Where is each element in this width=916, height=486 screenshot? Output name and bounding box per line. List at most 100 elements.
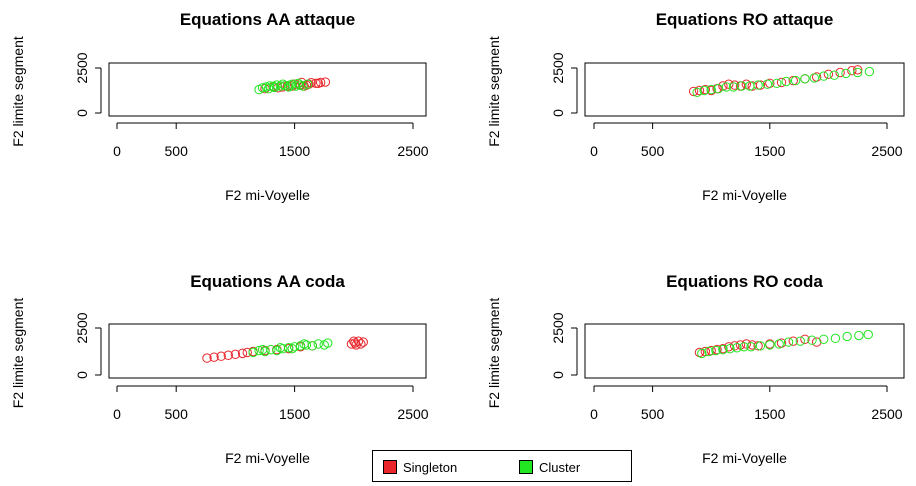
- legend-swatch-singleton: [383, 460, 397, 474]
- legend-swatch-cluster: [519, 460, 533, 474]
- point-3-1-14: [819, 334, 829, 344]
- point-3-1-16: [842, 331, 852, 342]
- point-1-1-14: [809, 73, 820, 83]
- point-3-0-13: [788, 336, 798, 346]
- point-2-1-0: [248, 347, 258, 358]
- plot-box-0: [108, 62, 427, 117]
- point-3-1-2: [711, 345, 721, 356]
- x-tick-label-3-3: 2500: [871, 406, 902, 422]
- point-1-0-13: [776, 77, 787, 88]
- panel-title-3: Equations RO coda: [666, 272, 823, 291]
- point-3-0-8: [741, 339, 752, 349]
- x-tick-label-0-1: 500: [165, 143, 189, 159]
- point-1-1-9: [762, 79, 773, 89]
- point-1-1-2: [706, 84, 716, 95]
- point-1-0-11: [755, 80, 766, 90]
- x-tick-label-1-2: 1500: [754, 143, 785, 159]
- point-1-1-4: [721, 82, 732, 92]
- y-tick-label-0-0: 0: [74, 109, 90, 117]
- x-tick-label-0-3: 2500: [397, 143, 428, 159]
- point-1-1-12: [790, 75, 801, 86]
- point-1-0-17: [823, 69, 834, 80]
- x-tick-label-3-0: 0: [590, 406, 598, 422]
- plot-box-1: [584, 62, 905, 117]
- point-2-0-3: [223, 350, 233, 360]
- point-2-1-14: [257, 344, 268, 355]
- point-1-0-14: [788, 75, 798, 86]
- point-1-0-19: [847, 66, 857, 76]
- point-1-0-18: [835, 67, 845, 78]
- point-2-0-5: [237, 348, 248, 359]
- x-tick-label-3-2: 1500: [754, 406, 785, 422]
- point-3-1-11: [783, 337, 794, 347]
- point-0-1-16: [278, 79, 288, 89]
- point-2-1-17: [299, 339, 309, 349]
- point-2-0-2: [216, 351, 226, 361]
- point-2-0-4: [230, 349, 241, 360]
- y-tick-label-2-0: 0: [74, 371, 90, 379]
- point-1-0-5: [718, 81, 728, 91]
- point-0-0-8: [320, 77, 331, 87]
- point-0-1-13: [302, 79, 313, 89]
- point-2-1-7: [289, 342, 300, 352]
- point-2-1-2: [260, 346, 270, 357]
- x-tick-label-2-2: 1500: [279, 406, 310, 422]
- y-tick-label-3-1: 2500: [550, 312, 566, 343]
- point-1-1-8: [753, 80, 763, 90]
- panel-title-1: Equations RO attaque: [656, 10, 834, 29]
- point-3-1-8: [755, 341, 766, 351]
- x-axis-label-2: F2 mi-Voyelle: [225, 450, 310, 466]
- point-3-1-6: [739, 342, 749, 352]
- legend-item-cluster: Cluster: [519, 458, 580, 476]
- x-tick-label-1-1: 500: [641, 143, 665, 159]
- x-tick-label-3-1: 500: [641, 406, 665, 422]
- point-1-1-18: [853, 67, 863, 78]
- point-0-0-13: [313, 78, 323, 89]
- point-2-1-3: [266, 344, 276, 355]
- point-2-1-15: [275, 343, 286, 353]
- y-tick-label-1-1: 2500: [550, 52, 566, 83]
- panel-title-2: Equations AA coda: [190, 272, 345, 291]
- point-2-0-6: [242, 347, 252, 358]
- x-tick-label-0-0: 0: [113, 143, 121, 159]
- x-tick-label-2-0: 0: [113, 406, 121, 422]
- y-tick-label-2-1: 2500: [74, 312, 90, 343]
- point-0-1-1: [257, 83, 268, 93]
- point-0-1-12: [298, 81, 308, 91]
- point-1-0-2: [700, 84, 711, 95]
- legend-label-cluster: Cluster: [539, 459, 581, 475]
- point-1-1-0: [692, 87, 702, 98]
- point-1-1-1: [699, 85, 709, 96]
- y-axis-label-3: F2 limite segment: [486, 298, 502, 409]
- point-3-1-13: [807, 335, 817, 345]
- point-0-1-10: [291, 81, 301, 91]
- y-tick-label-1-0: 0: [550, 109, 566, 117]
- point-3-1-1: [704, 346, 714, 357]
- point-0-1-14: [263, 84, 274, 94]
- y-tick-label-3-0: 0: [550, 371, 566, 379]
- point-1-0-0: [688, 86, 699, 97]
- point-2-0-1: [209, 352, 219, 362]
- y-axis-label-0: F2 limite segment: [10, 36, 26, 147]
- plot-box-3: [584, 323, 905, 379]
- point-3-1-3: [718, 344, 728, 355]
- point-1-0-20: [853, 65, 863, 75]
- point-0-1-15: [269, 82, 280, 93]
- panel-title-0: Equations AA attaque: [180, 10, 355, 29]
- point-2-0-0: [202, 353, 212, 363]
- point-3-1-17: [854, 330, 864, 341]
- x-axis-label-0: F2 mi-Voyelle: [225, 187, 310, 203]
- point-2-0-19: [349, 336, 359, 346]
- point-3-0-14: [800, 334, 810, 344]
- point-1-1-13: [800, 74, 810, 84]
- point-3-1-9: [765, 340, 775, 350]
- x-axis-label-3: F2 mi-Voyelle: [702, 450, 787, 466]
- x-tick-label-1-3: 2500: [871, 143, 902, 159]
- point-2-1-13: [323, 338, 333, 348]
- legend-item-singleton: Singleton: [383, 458, 457, 476]
- point-3-1-12: [795, 336, 805, 346]
- x-tick-label-2-3: 2500: [397, 406, 428, 422]
- point-1-0-6: [724, 79, 734, 89]
- y-axis-label-2: F2 limite segment: [10, 298, 26, 409]
